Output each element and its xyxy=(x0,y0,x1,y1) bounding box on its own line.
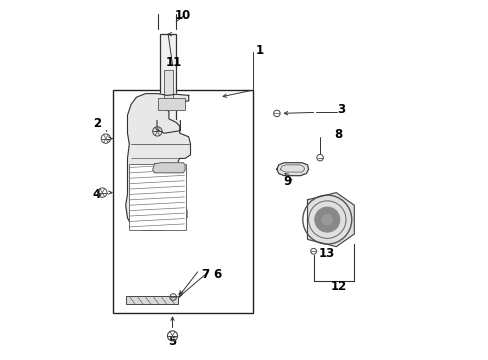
Polygon shape xyxy=(125,94,190,230)
Polygon shape xyxy=(152,163,185,173)
FancyBboxPatch shape xyxy=(160,34,176,121)
Text: 13: 13 xyxy=(318,247,334,260)
Text: 10: 10 xyxy=(175,9,191,22)
Text: 5: 5 xyxy=(168,335,176,348)
Text: 11: 11 xyxy=(166,57,182,69)
Text: 2: 2 xyxy=(93,117,102,130)
Polygon shape xyxy=(157,121,180,133)
Text: 6: 6 xyxy=(213,268,221,281)
Bar xyxy=(158,98,185,110)
Bar xyxy=(128,164,186,230)
Bar xyxy=(125,296,178,304)
FancyBboxPatch shape xyxy=(113,90,253,313)
Text: 4: 4 xyxy=(93,188,101,201)
Text: 12: 12 xyxy=(330,280,346,293)
Text: 9: 9 xyxy=(283,175,291,188)
Polygon shape xyxy=(307,193,354,247)
Text: 7: 7 xyxy=(201,268,208,281)
Text: 1: 1 xyxy=(255,44,264,57)
Text: 8: 8 xyxy=(334,129,342,141)
Circle shape xyxy=(321,214,332,225)
Bar xyxy=(163,70,172,106)
Text: 3: 3 xyxy=(337,103,345,116)
Polygon shape xyxy=(276,163,308,176)
Circle shape xyxy=(314,207,339,232)
